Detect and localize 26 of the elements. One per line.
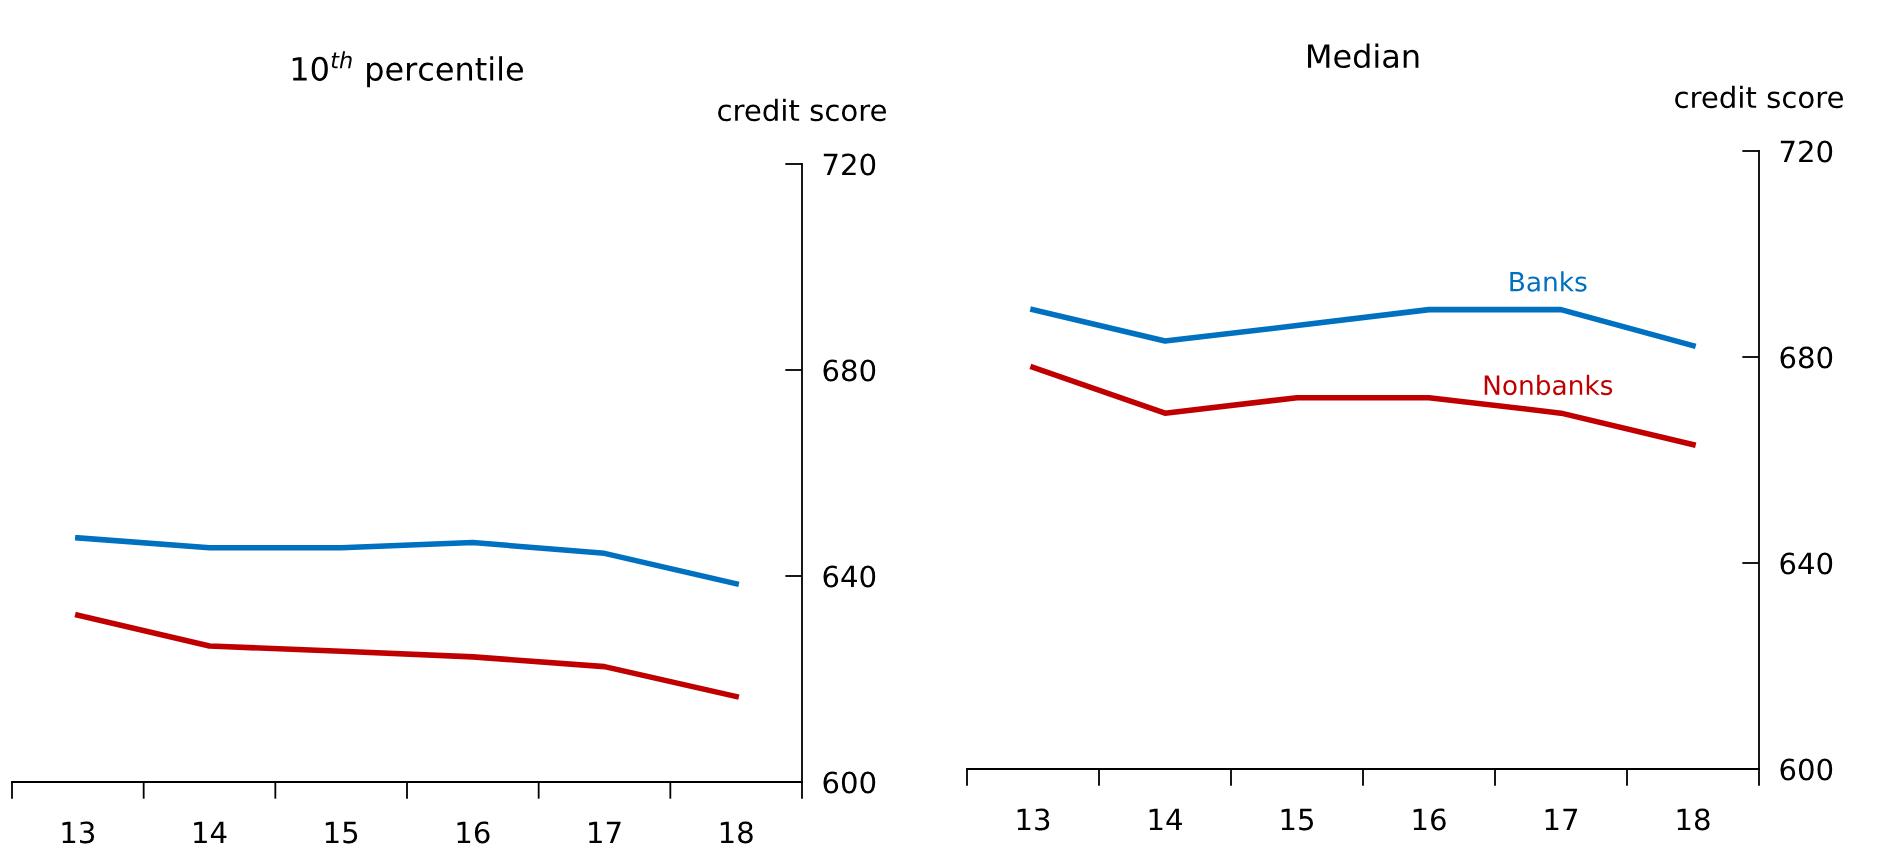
y-tick-label: 600	[823, 771, 876, 794]
chart-title: Median	[1308, 43, 1419, 69]
y-tick-label: 600	[1780, 758, 1833, 781]
x-tick-label: 13	[1017, 808, 1050, 831]
x-tick-label: 18	[1677, 808, 1710, 831]
series-label: Nonbanks	[1484, 374, 1613, 396]
y-tick-label: 680	[1780, 346, 1833, 369]
y-tick-label: 640	[1780, 552, 1833, 575]
y-tick-label: 640	[823, 565, 876, 588]
series-label: Banks	[1510, 271, 1587, 292]
x-tick-label: 14	[1149, 808, 1182, 831]
chart-title: 10$^{th}$ percentile	[292, 51, 523, 88]
y-axis-title: credit score	[718, 98, 886, 122]
y-tick-label: 720	[823, 153, 876, 176]
x-tick-label: 18	[720, 821, 753, 844]
x-tick-label: 17	[589, 821, 621, 844]
x-tick-label: 15	[325, 821, 358, 844]
y-tick-label: 680	[823, 359, 876, 382]
x-tick-label: 17	[1545, 808, 1578, 831]
x-tick-label: 13	[62, 821, 95, 844]
x-tick-label: 14	[194, 821, 227, 844]
x-tick-label: 15	[1281, 808, 1314, 831]
x-tick-label: 16	[1413, 808, 1446, 831]
y-axis-title: credit score	[1675, 85, 1843, 109]
y-tick-label: 720	[1780, 140, 1833, 163]
x-tick-label: 16	[457, 821, 490, 844]
